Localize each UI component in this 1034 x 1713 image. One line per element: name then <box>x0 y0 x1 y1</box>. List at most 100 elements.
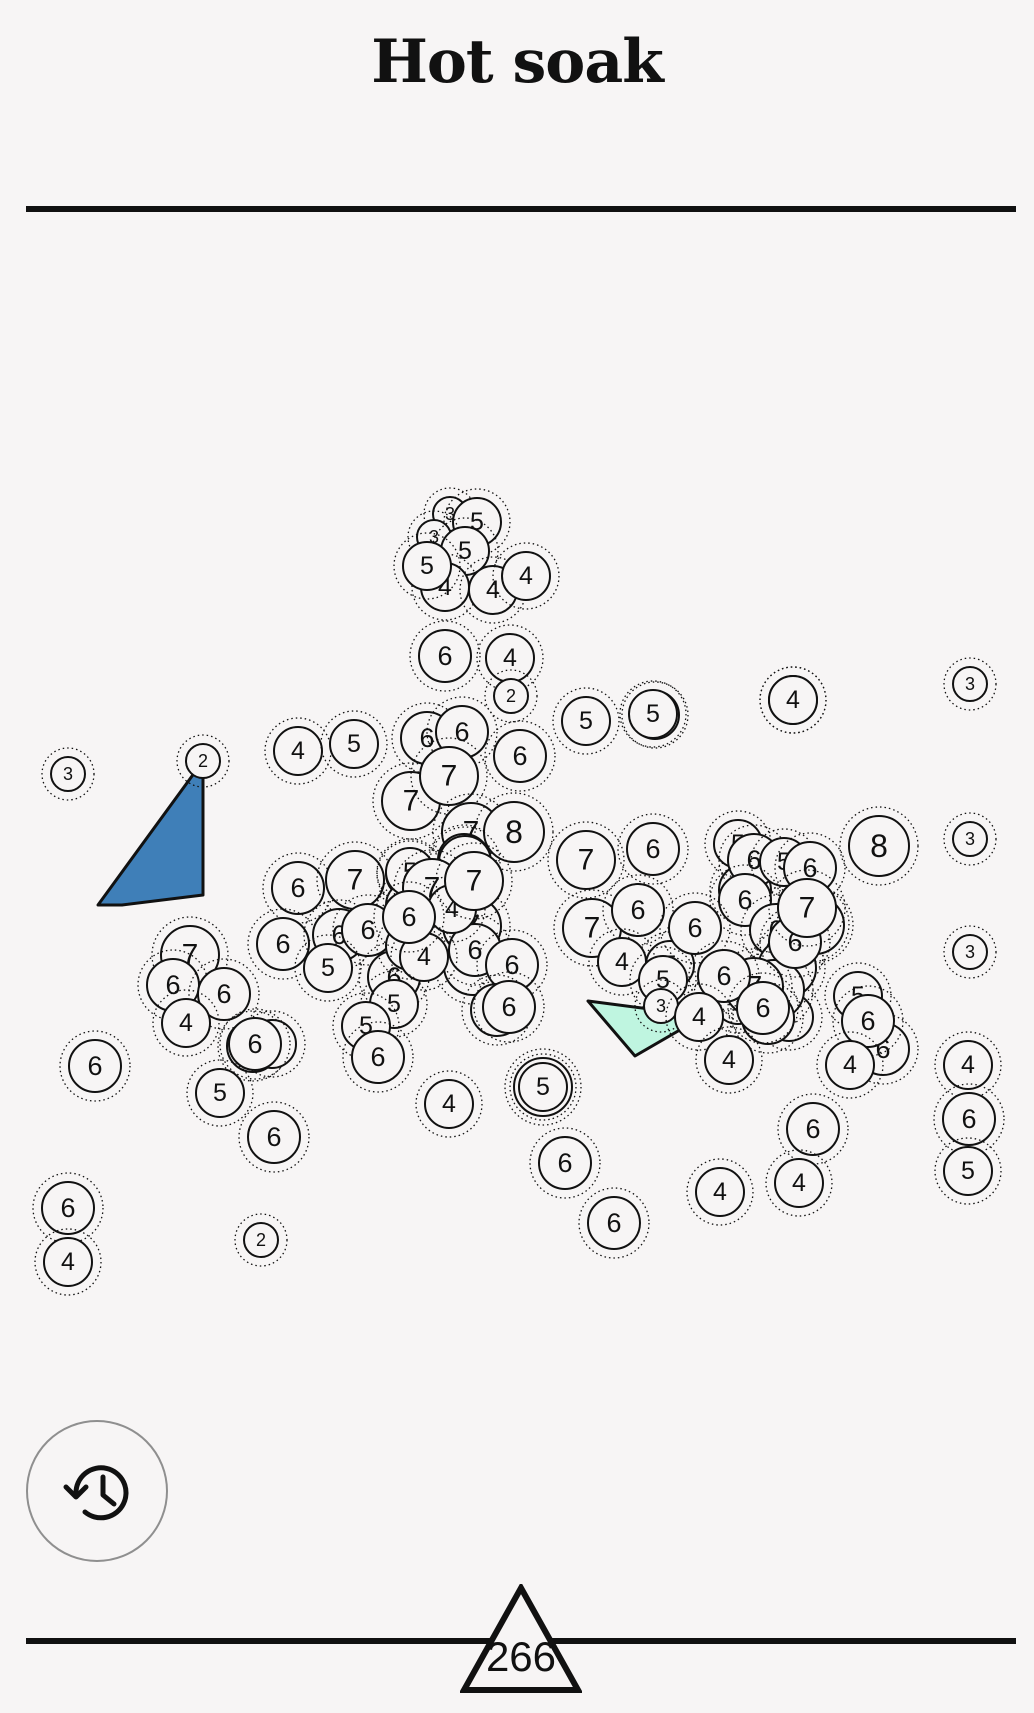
node-disc[interactable] <box>41 1181 95 1235</box>
node-disc[interactable] <box>695 1167 745 1217</box>
node-layer[interactable]: 3535444564255433245666777683675657345765… <box>32 487 1005 1296</box>
number-node[interactable]: 2 <box>176 734 230 788</box>
node-disc[interactable] <box>777 878 837 938</box>
number-node[interactable]: 4 <box>765 1149 833 1217</box>
node-disc[interactable] <box>195 1068 245 1118</box>
number-node[interactable]: 6 <box>476 929 548 1001</box>
node-disc[interactable] <box>493 678 529 714</box>
node-disc[interactable] <box>418 629 472 683</box>
number-node[interactable]: 6 <box>688 940 760 1012</box>
node-disc[interactable] <box>952 821 988 857</box>
node-disc[interactable] <box>493 729 547 783</box>
node-disc[interactable] <box>351 1030 405 1084</box>
number-node[interactable]: 6 <box>933 1083 1005 1155</box>
node-disc[interactable] <box>518 1062 568 1112</box>
number-node[interactable]: 5 <box>431 517 499 585</box>
node-disc[interactable] <box>271 861 325 915</box>
node-disc[interactable] <box>668 901 722 955</box>
number-node[interactable]: 3 <box>943 925 997 979</box>
number-node[interactable]: 6 <box>617 813 689 885</box>
number-node[interactable]: 7 <box>435 842 513 920</box>
node-disc[interactable] <box>942 1092 996 1146</box>
node-disc[interactable] <box>774 1158 824 1208</box>
node-disc[interactable] <box>736 981 790 1035</box>
node-disc[interactable] <box>402 541 452 591</box>
node-disc[interactable] <box>329 719 379 769</box>
number-node[interactable]: 4 <box>695 1026 763 1094</box>
node-disc[interactable] <box>556 830 616 890</box>
number-node[interactable]: 6 <box>219 1008 291 1080</box>
number-node[interactable]: 8 <box>474 792 554 872</box>
number-node[interactable]: 6 <box>32 1172 104 1244</box>
number-node[interactable]: 7 <box>547 821 625 899</box>
node-disc[interactable] <box>483 801 545 863</box>
number-node[interactable]: 5 <box>294 934 362 1002</box>
node-disc[interactable] <box>185 743 221 779</box>
node-disc[interactable] <box>943 1040 993 1090</box>
number-node[interactable]: 4 <box>264 717 332 785</box>
node-disc[interactable] <box>424 1079 474 1129</box>
node-disc[interactable] <box>697 949 751 1003</box>
number-node[interactable]: 4 <box>476 624 544 692</box>
number-node[interactable]: 6 <box>439 914 511 986</box>
number-node[interactable]: 6 <box>188 958 260 1030</box>
node-disc[interactable] <box>228 1017 282 1071</box>
node-disc[interactable] <box>848 815 910 877</box>
number-node[interactable]: 5 <box>619 680 687 748</box>
node-disc[interactable] <box>626 822 680 876</box>
number-node[interactable]: 5 <box>186 1059 254 1127</box>
number-node[interactable]: 6 <box>238 1101 310 1173</box>
node-disc[interactable] <box>482 980 536 1034</box>
number-node[interactable]: 4 <box>934 1031 1002 1099</box>
node-disc[interactable] <box>538 1136 592 1190</box>
number-node[interactable]: 4 <box>816 1031 884 1099</box>
number-node[interactable]: 7 <box>768 869 846 947</box>
node-disc[interactable] <box>444 851 504 911</box>
node-disc[interactable] <box>841 994 895 1048</box>
number-node[interactable]: 6 <box>342 1021 414 1093</box>
node-disc[interactable] <box>587 1196 641 1250</box>
number-node[interactable]: 6 <box>727 972 799 1044</box>
node-disc[interactable] <box>674 992 724 1042</box>
number-node[interactable]: 4 <box>759 666 827 734</box>
node-disc[interactable] <box>768 675 818 725</box>
node-disc[interactable] <box>256 917 310 971</box>
number-node[interactable]: 6 <box>409 620 481 692</box>
number-node[interactable]: 3 <box>41 747 95 801</box>
node-disc[interactable] <box>561 696 611 746</box>
number-node[interactable]: 6 <box>777 1093 849 1165</box>
number-node[interactable]: 4 <box>415 1070 483 1138</box>
node-disc[interactable] <box>50 756 86 792</box>
node-disc[interactable] <box>197 967 251 1021</box>
number-node[interactable]: 4 <box>492 542 560 610</box>
number-node[interactable]: 8 <box>839 806 919 886</box>
undo-button[interactable] <box>26 1420 168 1562</box>
node-disc[interactable] <box>825 1040 875 1090</box>
number-node[interactable]: 5 <box>509 1053 577 1121</box>
node-disc[interactable] <box>243 1222 279 1258</box>
number-node[interactable]: 6 <box>578 1187 650 1259</box>
node-disc[interactable] <box>943 1146 993 1196</box>
node-disc[interactable] <box>247 1110 301 1164</box>
node-disc[interactable] <box>786 1102 840 1156</box>
number-node[interactable]: 2 <box>484 669 538 723</box>
number-node[interactable]: 6 <box>473 971 545 1043</box>
number-node[interactable]: 4 <box>34 1228 102 1296</box>
node-disc[interactable] <box>952 934 988 970</box>
number-node[interactable]: 5 <box>934 1137 1002 1205</box>
node-disc[interactable] <box>628 689 678 739</box>
node-disc[interactable] <box>43 1237 93 1287</box>
number-node[interactable]: 5 <box>320 710 388 778</box>
node-disc[interactable] <box>704 1035 754 1085</box>
node-disc[interactable] <box>952 666 988 702</box>
number-node[interactable]: 5 <box>393 532 461 600</box>
number-node[interactable]: 6 <box>484 720 556 792</box>
number-node[interactable]: 6 <box>373 881 445 953</box>
node-disc[interactable] <box>303 943 353 993</box>
number-node[interactable]: 4 <box>665 983 733 1051</box>
number-node[interactable]: 6 <box>247 908 319 980</box>
node-disc[interactable] <box>419 746 479 806</box>
node-disc[interactable] <box>611 883 665 937</box>
number-node[interactable]: 3 <box>943 657 997 711</box>
